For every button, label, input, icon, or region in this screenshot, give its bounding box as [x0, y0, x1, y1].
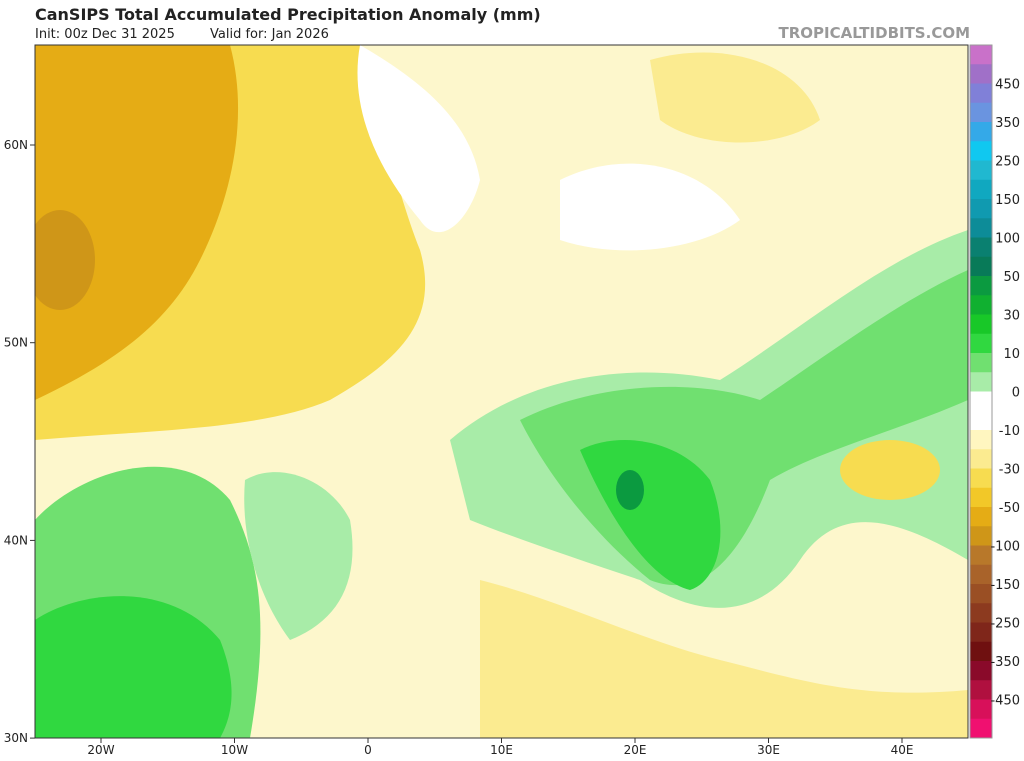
- map: [35, 45, 968, 738]
- site-credit: TROPICALTIDBITS.COM: [779, 24, 971, 42]
- colorbar-label: 350: [995, 116, 1020, 131]
- anomaly-area: [35, 596, 232, 738]
- colorbar-swatch: [970, 507, 992, 527]
- colorbar-swatch: [970, 64, 992, 84]
- anomaly-area: [580, 440, 721, 590]
- colorbar-label: 150: [995, 193, 1020, 208]
- anomaly-area: [480, 580, 968, 738]
- lat-label: 50N: [4, 336, 28, 350]
- colorbar-swatch: [970, 699, 992, 720]
- lon-label: 20W: [87, 743, 114, 757]
- colorbar-swatch: [970, 83, 992, 104]
- colorbar-swatch: [970, 641, 992, 662]
- colorbar-swatch: [970, 680, 992, 700]
- lon-label: 40E: [891, 743, 914, 757]
- valid-time: Valid for: Jan 2026: [210, 27, 329, 42]
- init-time: Init: 00z Dec 31 2025: [35, 27, 175, 42]
- lon-label: 0: [364, 743, 372, 757]
- colorbar-label: -30: [999, 463, 1020, 478]
- colorbar-label: -450: [990, 694, 1020, 709]
- colorbar-swatch: [970, 199, 992, 219]
- anomaly-area: [35, 45, 239, 400]
- anomaly-area: [840, 440, 940, 500]
- colorbar-swatch: [970, 276, 992, 296]
- lon-label: 30E: [757, 743, 780, 757]
- lon-label: 20E: [624, 743, 647, 757]
- colorbar-label: 450: [995, 78, 1020, 93]
- lat-label: 40N: [4, 533, 28, 547]
- colorbar-swatch: [970, 603, 992, 623]
- colorbar-swatch: [970, 295, 992, 315]
- colorbar-swatch: [970, 391, 992, 412]
- colorbar-swatch: [970, 449, 992, 469]
- colorbar-label: -50: [999, 501, 1020, 516]
- anomaly-area: [35, 210, 95, 310]
- colorbar-label: -250: [990, 617, 1020, 632]
- colorbar-label: 50: [1003, 270, 1020, 285]
- lon-label: 10E: [490, 743, 513, 757]
- colorbar-swatch: [970, 160, 992, 181]
- lat-labels: 60N 50N 40N 30N: [4, 138, 35, 745]
- colorbar-label: 10: [1003, 347, 1020, 362]
- colorbar-swatch: [970, 526, 992, 546]
- colorbar-label: 30: [1003, 309, 1020, 324]
- colorbar-swatch: [970, 372, 992, 392]
- anomaly-area: [650, 52, 820, 143]
- colorbar-label: 0: [1012, 386, 1020, 401]
- anomaly-area: [560, 163, 740, 251]
- colorbar-label: -10: [999, 424, 1020, 439]
- colorbar-swatch: [970, 353, 992, 373]
- colorbar-label: 250: [995, 155, 1020, 170]
- lon-label: 10W: [221, 743, 248, 757]
- colorbar-swatch: [970, 256, 992, 277]
- lon-labels: 20W 10W 0 10E 20E 30E 40E: [87, 738, 913, 757]
- colorbar-label: -150: [990, 578, 1020, 593]
- colorbar-swatch: [970, 545, 992, 566]
- colorbar-swatch: [970, 102, 992, 123]
- colorbar-swatch: [970, 218, 992, 238]
- colorbar-swatch: [970, 661, 992, 681]
- colorbar-label: 100: [995, 232, 1020, 247]
- colorbar-swatch: [970, 487, 992, 508]
- lat-label: 30N: [4, 731, 28, 745]
- colorbar-swatch: [970, 410, 992, 431]
- colorbar-swatch: [970, 122, 992, 142]
- colorbar-swatch: [970, 237, 992, 258]
- colorbar: 4503502501501005030100-10-30-50-100-150-…: [969, 44, 1020, 739]
- colorbar-swatch: [970, 333, 992, 354]
- anomaly-area: [616, 470, 644, 510]
- colorbar-swatch: [970, 141, 992, 161]
- colorbar-swatch: [970, 718, 992, 739]
- colorbar-swatch: [970, 468, 992, 489]
- colorbar-label: -100: [990, 540, 1020, 555]
- colorbar-swatch: [970, 622, 992, 643]
- lat-label: 60N: [4, 138, 28, 152]
- colorbar-swatch: [970, 564, 992, 585]
- colorbar-label: -350: [990, 655, 1020, 670]
- colorbar-swatch: [970, 314, 992, 335]
- colorbar-frame: [969, 44, 993, 739]
- colorbar-swatch: [970, 45, 992, 65]
- anomaly-area: [357, 45, 480, 233]
- colorbar-swatch: [970, 179, 992, 200]
- colorbar-swatch: [970, 430, 992, 450]
- title: CanSIPS Total Accumulated Precipitation …: [35, 5, 541, 24]
- colorbar-swatch: [970, 584, 992, 604]
- anomaly-area: [244, 472, 353, 640]
